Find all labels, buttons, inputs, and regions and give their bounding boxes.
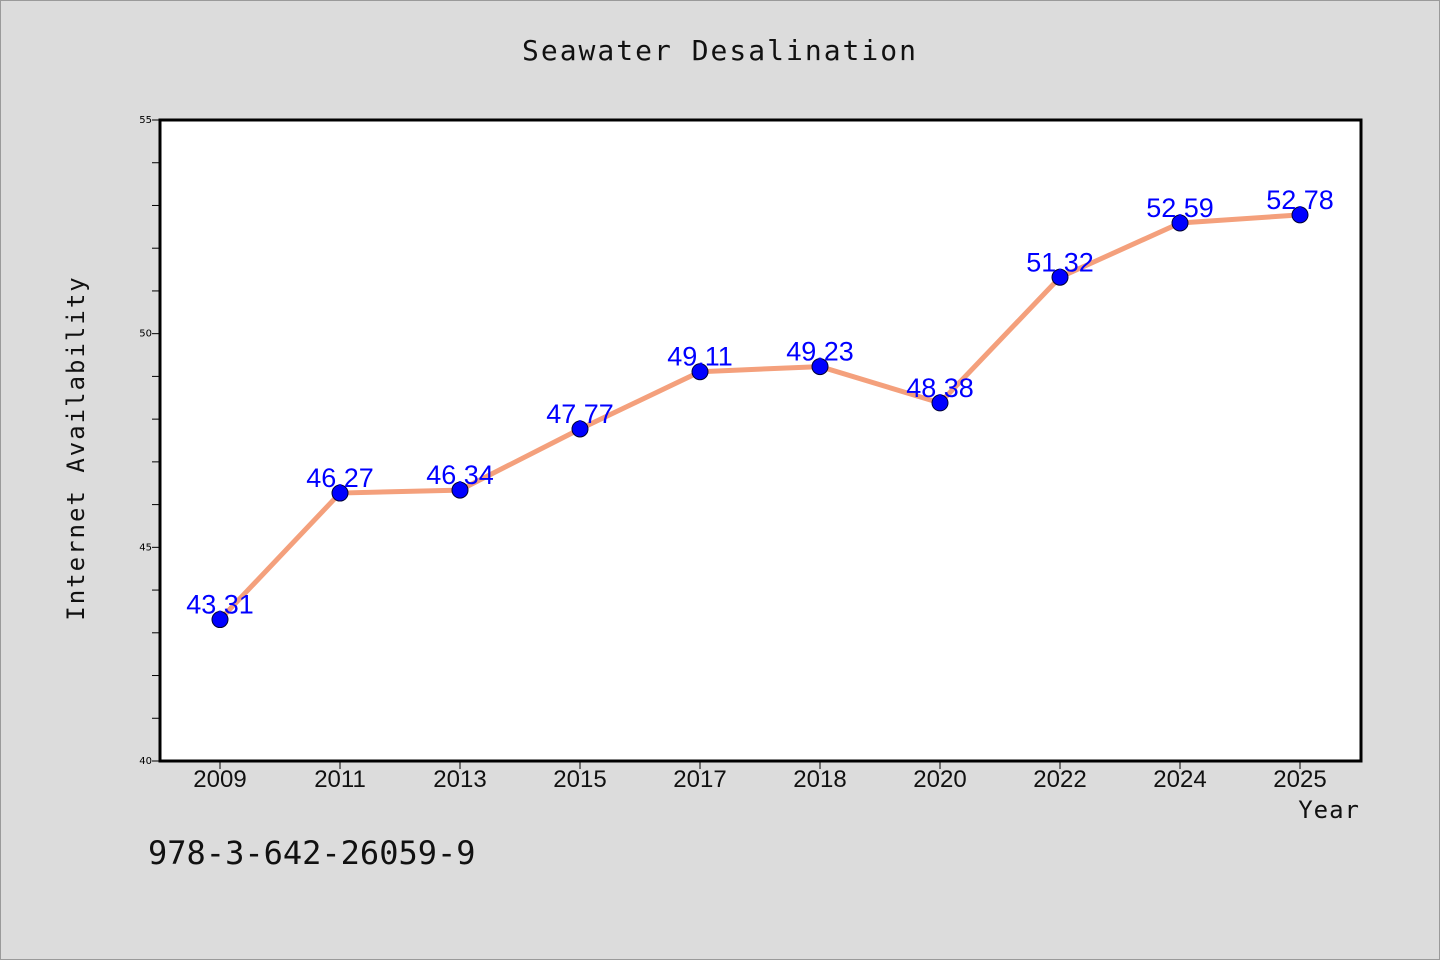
- data-markers: [211, 206, 1309, 629]
- data-label: 48.38: [906, 373, 974, 403]
- x-tick-label: 2009: [193, 766, 246, 793]
- y-tick-label: 40: [139, 756, 152, 767]
- data-point: [1051, 268, 1069, 286]
- data-label: 47.77: [546, 399, 614, 429]
- data-label: 52.78: [1266, 185, 1334, 215]
- x-tick-label: 2017: [673, 766, 726, 793]
- x-tick-label: 2013: [433, 766, 486, 793]
- data-point: [1171, 214, 1189, 232]
- x-tick-label: 2020: [913, 766, 966, 793]
- x-tick-label: 2024: [1153, 766, 1206, 793]
- x-tick-label: 2022: [1033, 766, 1086, 793]
- x-tick-label: 2025: [1273, 766, 1326, 793]
- data-label: 52.59: [1146, 193, 1214, 223]
- data-label: 46.27: [306, 463, 374, 493]
- data-point: [691, 363, 709, 381]
- x-tick-label: 2011: [314, 766, 366, 793]
- plot-area: [160, 120, 1361, 761]
- data-labels: 43.31 46.27 46.34 47.77 49.11 49.23 48.38 51.32…: [186, 185, 1334, 620]
- data-point: [331, 484, 349, 502]
- y-tick-label: 55: [139, 115, 152, 126]
- data-point: [451, 481, 469, 499]
- series-line: [217, 212, 1303, 623]
- isbn-text: 978-3-642-26059-9: [148, 834, 476, 872]
- data-point: [931, 394, 949, 412]
- chart-title: Seawater Desalination: [521, 34, 918, 67]
- data-point: [211, 611, 229, 629]
- data-point: [1291, 206, 1309, 224]
- x-tick-label: 2015: [553, 766, 606, 793]
- data-point: [571, 420, 589, 438]
- plot-frame: [158, 118, 1363, 763]
- data-label: 46.34: [426, 460, 494, 490]
- x-axis-label: Year: [1298, 796, 1360, 824]
- x-axis-ticks: 2009 2011 2013 2015 2017 2018 2020 2022 2024 2025: [193, 761, 1327, 793]
- y-axis-label: Internet Availability: [62, 275, 90, 621]
- y-tick-label: 45: [139, 542, 152, 553]
- data-label: 51.32: [1026, 247, 1094, 277]
- data-label: 49.11: [667, 342, 733, 372]
- data-label: 43.31: [186, 590, 254, 620]
- data-label: 49.23: [786, 337, 854, 367]
- data-point: [811, 358, 829, 376]
- y-tick-label: 50: [139, 329, 152, 340]
- x-tick-label: 2018: [793, 766, 846, 793]
- y-axis-ticks: 40 45 50 55: [139, 115, 160, 767]
